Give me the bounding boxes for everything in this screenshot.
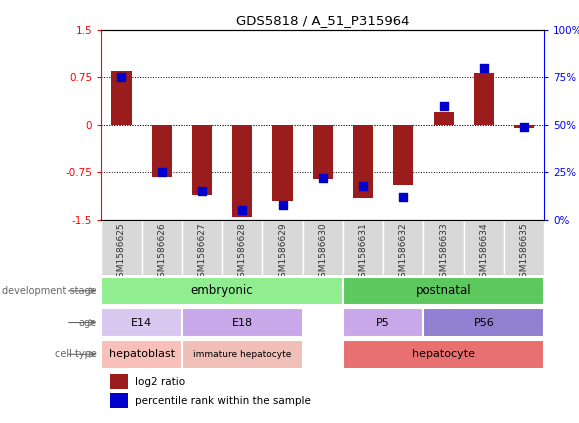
Bar [182, 340, 303, 368]
Bar [101, 220, 142, 275]
Text: GSM1586630: GSM1586630 [318, 223, 327, 283]
Bar [273, 125, 292, 201]
Point [197, 188, 207, 195]
Point [519, 124, 529, 130]
Text: GSM1586632: GSM1586632 [399, 223, 408, 283]
Text: GSM1586634: GSM1586634 [479, 223, 488, 283]
Text: development stage: development stage [2, 286, 97, 296]
Bar [192, 125, 212, 195]
Bar [434, 112, 454, 125]
Title: GDS5818 / A_51_P315964: GDS5818 / A_51_P315964 [236, 14, 409, 27]
Text: GSM1586626: GSM1586626 [157, 223, 166, 283]
Text: postnatal: postnatal [416, 284, 471, 297]
Bar [232, 125, 252, 217]
Bar [142, 220, 182, 275]
Text: P5: P5 [376, 318, 390, 327]
Bar [111, 71, 131, 125]
Bar [423, 308, 544, 337]
Point [479, 64, 489, 71]
Text: GSM1586631: GSM1586631 [358, 223, 368, 283]
Bar [393, 125, 413, 185]
Text: GSM1586633: GSM1586633 [439, 223, 448, 283]
Bar [101, 277, 343, 305]
Bar [182, 308, 303, 337]
Text: GSM1586628: GSM1586628 [238, 223, 247, 283]
Bar [222, 220, 262, 275]
Point [237, 207, 247, 214]
Bar [343, 340, 544, 368]
Text: GSM1586627: GSM1586627 [197, 223, 207, 283]
Bar [262, 220, 303, 275]
Bar [101, 308, 182, 337]
Text: immature hepatocyte: immature hepatocyte [193, 350, 291, 359]
Point [278, 201, 287, 208]
Bar [313, 125, 333, 179]
Bar [110, 393, 128, 408]
Bar [514, 125, 534, 128]
Text: age: age [79, 318, 97, 327]
Text: GSM1586625: GSM1586625 [117, 223, 126, 283]
Text: hepatoblast: hepatoblast [108, 349, 175, 359]
Text: percentile rank within the sample: percentile rank within the sample [134, 396, 310, 406]
Bar [474, 73, 494, 125]
Point [399, 194, 408, 201]
Bar [303, 220, 343, 275]
Text: E18: E18 [232, 318, 253, 327]
Bar [101, 340, 182, 368]
Text: GSM1586629: GSM1586629 [278, 223, 287, 283]
Text: hepatocyte: hepatocyte [412, 349, 475, 359]
Bar [383, 220, 423, 275]
Point [439, 102, 448, 109]
Text: embryonic: embryonic [191, 284, 254, 297]
Bar [464, 220, 504, 275]
Text: GSM1586635: GSM1586635 [519, 223, 529, 283]
Bar [343, 220, 383, 275]
Point [117, 74, 126, 80]
Bar [504, 220, 544, 275]
Bar [353, 125, 373, 198]
Point [318, 175, 327, 181]
Text: cell type: cell type [55, 349, 97, 359]
Point [157, 169, 166, 176]
Text: E14: E14 [131, 318, 152, 327]
Bar [182, 220, 222, 275]
Bar [343, 308, 423, 337]
Bar [110, 374, 128, 389]
Text: P56: P56 [474, 318, 494, 327]
Text: log2 ratio: log2 ratio [134, 377, 185, 387]
Bar [423, 220, 464, 275]
Bar [343, 277, 544, 305]
Bar [152, 125, 172, 177]
Point [358, 182, 368, 189]
